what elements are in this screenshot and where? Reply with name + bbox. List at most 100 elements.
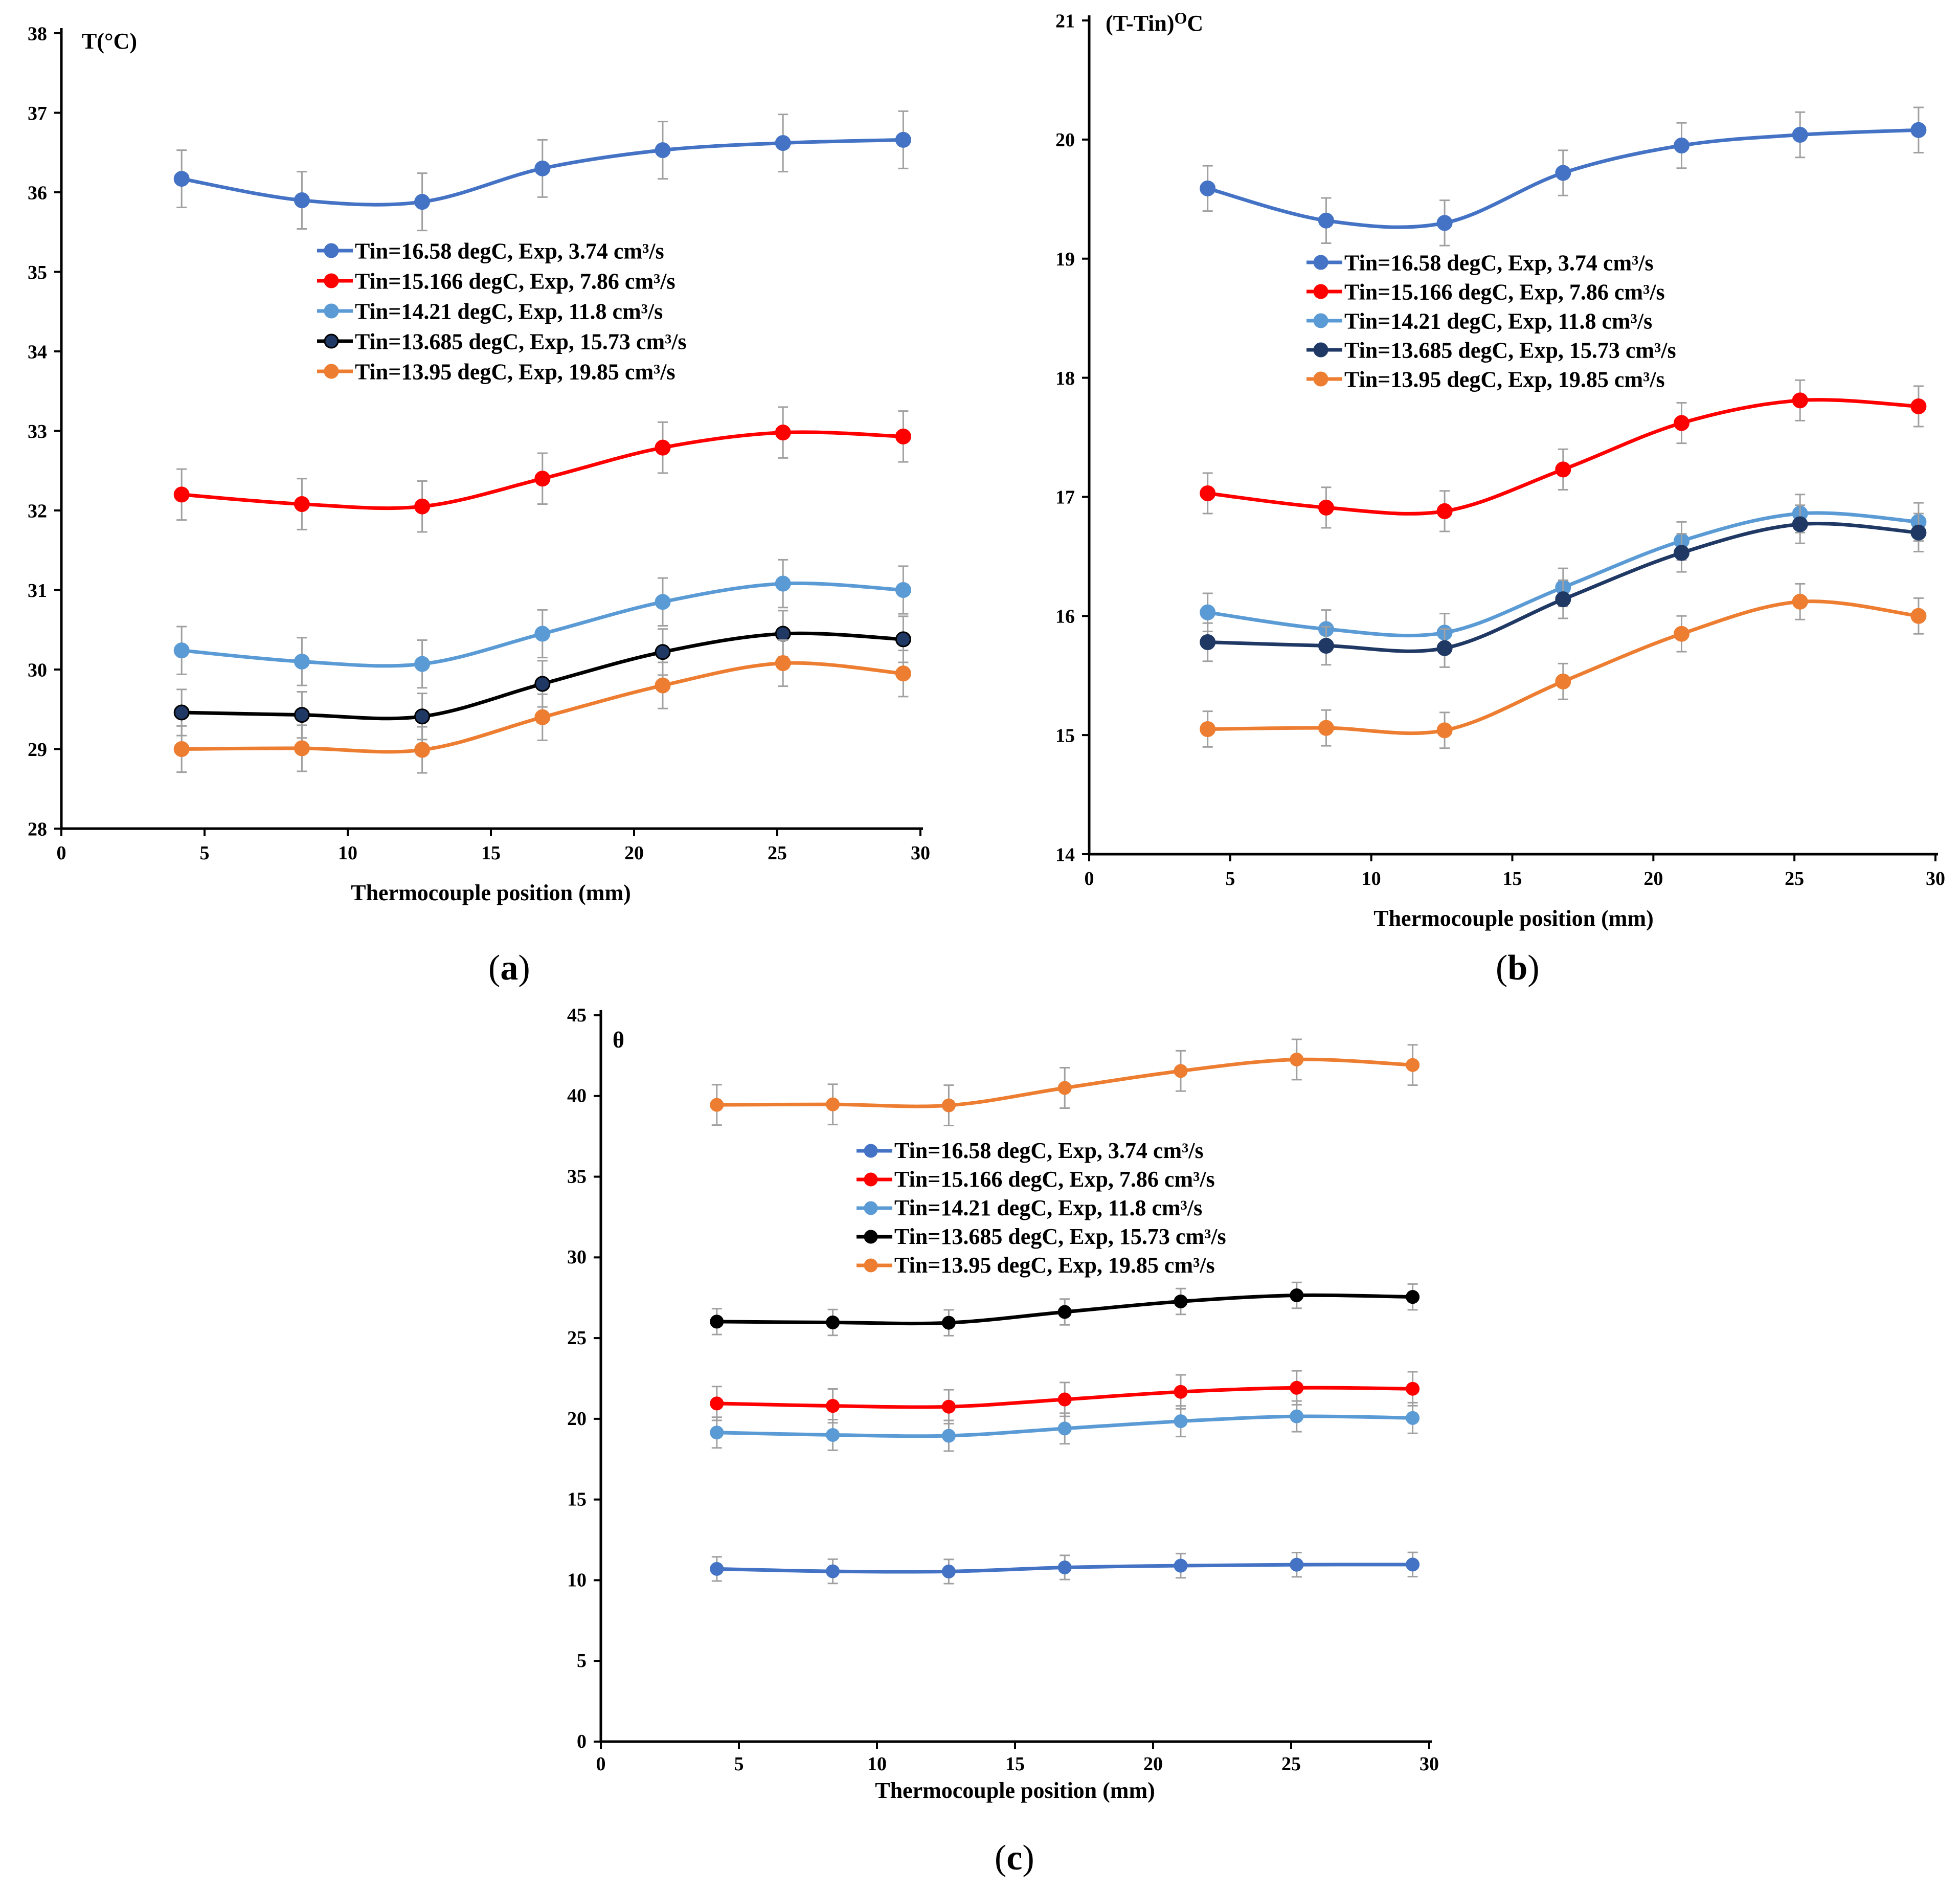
data-point <box>1792 593 1808 610</box>
legend-marker <box>864 1258 878 1273</box>
data-point <box>294 496 310 513</box>
x-axis-title: Thermocouple position (mm) <box>351 880 631 905</box>
data-point <box>414 708 431 725</box>
legend-label: Tin=14.21 degC, Exp, 11.8 cm³/s <box>1344 308 1652 333</box>
legend: Tin=16.58 degC, Exp, 3.74 cm³/s Tin=15.16… <box>1306 250 1676 392</box>
data-point <box>1674 626 1689 642</box>
data-point <box>710 1315 724 1329</box>
y-tick-label: 15 <box>567 1489 587 1510</box>
data-point <box>775 575 791 592</box>
legend-marker <box>1313 284 1328 299</box>
y-axis-title: θ <box>613 1028 624 1053</box>
data-point <box>941 1098 956 1112</box>
legend-label: Tin=13.685 degC, Exp, 15.73 cm³/s <box>894 1224 1226 1249</box>
y-tick-label: 14 <box>1055 844 1075 865</box>
data-point <box>1057 1081 1072 1095</box>
legend-item: Tin=15.166 degC, Exp, 7.86 cm³/s <box>317 269 675 294</box>
data-point <box>826 1316 840 1330</box>
legend-label: Tin=13.95 degC, Exp, 19.85 cm³/s <box>1344 367 1665 392</box>
y-tick-label: 30 <box>567 1246 587 1268</box>
y-tick-label: 20 <box>567 1408 587 1430</box>
data-point <box>1318 720 1334 736</box>
data-point <box>414 194 431 210</box>
series-tin-15-166-degc-exp-7-86-cm-s <box>710 1370 1420 1424</box>
x-tick-label: 20 <box>1143 1753 1163 1775</box>
data-point <box>941 1429 956 1443</box>
data-point <box>1555 165 1571 181</box>
x-tick-label: 5 <box>200 842 210 864</box>
data-point <box>173 642 190 659</box>
data-point <box>534 471 551 487</box>
data-point <box>1555 673 1571 689</box>
legend-marker <box>324 273 339 288</box>
data-point <box>710 1562 724 1576</box>
series-tin-16-58-degc-exp-3-74-cm-s <box>1200 106 1927 247</box>
x-tick-label: 20 <box>1643 868 1663 889</box>
x-tick-label: 10 <box>867 1753 887 1775</box>
legend-item: Tin=13.95 degC, Exp, 19.85 cm³/s <box>317 359 675 384</box>
chart-panel-a: 28 29 30 31 32 33 34 35 36 37 38 0 5 10 15 20 25 30 Thermo… <box>28 23 930 988</box>
panel-label: (a) <box>488 948 530 988</box>
data-point <box>775 135 791 151</box>
legend-marker <box>1313 342 1328 358</box>
data-point <box>1555 461 1571 478</box>
y-tick-label: 45 <box>567 1005 587 1026</box>
x-tick-label: 10 <box>338 842 357 864</box>
data-point <box>173 171 190 187</box>
x-tick-label: 15 <box>1503 868 1522 889</box>
y-tick-label: 0 <box>577 1731 587 1752</box>
data-point <box>1792 392 1808 409</box>
y-tick-label: 31 <box>28 580 47 602</box>
y-tick-label: 34 <box>28 341 47 363</box>
data-point <box>710 1396 724 1411</box>
legend-item: Tin=13.95 degC, Exp, 19.85 cm³/s <box>857 1253 1215 1278</box>
y-tick-label: 17 <box>1055 487 1075 508</box>
data-point <box>414 498 431 515</box>
legend-label: Tin=13.95 degC, Exp, 19.85 cm³/s <box>894 1253 1215 1278</box>
legend-marker <box>324 333 339 349</box>
data-point <box>1436 503 1453 519</box>
data-point <box>1290 1288 1304 1302</box>
legend-item: Tin=13.95 degC, Exp, 19.85 cm³/s <box>1306 367 1665 392</box>
data-point <box>775 655 791 672</box>
data-point <box>1406 1411 1420 1425</box>
x-axis-title: Thermocouple position (mm) <box>875 1778 1155 1803</box>
data-point <box>775 626 791 642</box>
legend-label: Tin=16.58 degC, Exp, 3.74 cm³/s <box>355 238 664 263</box>
data-point <box>294 653 310 670</box>
legend-marker <box>324 243 339 258</box>
data-point <box>895 131 911 148</box>
data-point <box>1792 127 1808 143</box>
legend-marker <box>864 1201 878 1215</box>
x-tick-label: 10 <box>1362 868 1381 889</box>
y-tick-label: 10 <box>567 1569 587 1591</box>
data-point <box>1910 524 1927 541</box>
data-point <box>173 741 190 757</box>
data-point <box>1318 638 1334 654</box>
series-tin-14-21-degc-exp-11-8-cm-s <box>1200 494 1927 653</box>
y-tick-label: 36 <box>28 182 47 204</box>
y-tick-label: 18 <box>1055 368 1075 389</box>
x-tick-label: 5 <box>1225 868 1235 889</box>
legend-item: Tin=16.58 degC, Exp, 3.74 cm³/s <box>857 1138 1204 1163</box>
x-tick-label: 5 <box>734 1753 744 1775</box>
data-point <box>1290 1557 1304 1572</box>
y-tick-label: 30 <box>28 659 47 681</box>
y-tick-label: 35 <box>567 1166 587 1187</box>
data-point <box>534 676 551 692</box>
data-point <box>1174 1414 1188 1429</box>
legend-marker <box>864 1172 878 1187</box>
legend-marker <box>864 1144 878 1158</box>
legend-marker <box>324 364 339 379</box>
data-point <box>1290 1380 1304 1395</box>
data-point <box>294 192 310 209</box>
legend-label: Tin=15.166 degC, Exp, 7.86 cm³/s <box>355 269 675 294</box>
series-tin-14-21-degc-exp-11-8-cm-s <box>173 559 911 689</box>
y-tick-label: 37 <box>28 103 47 124</box>
data-point <box>173 704 190 721</box>
series-tin-13-95-degc-exp-19-85-cm-s <box>173 639 911 774</box>
data-point <box>895 428 911 444</box>
legend-item: Tin=13.685 degC, Exp, 15.73 cm³/s <box>317 329 687 354</box>
legend-marker <box>324 303 339 319</box>
legend-label: Tin=13.95 degC, Exp, 19.85 cm³/s <box>355 359 675 384</box>
